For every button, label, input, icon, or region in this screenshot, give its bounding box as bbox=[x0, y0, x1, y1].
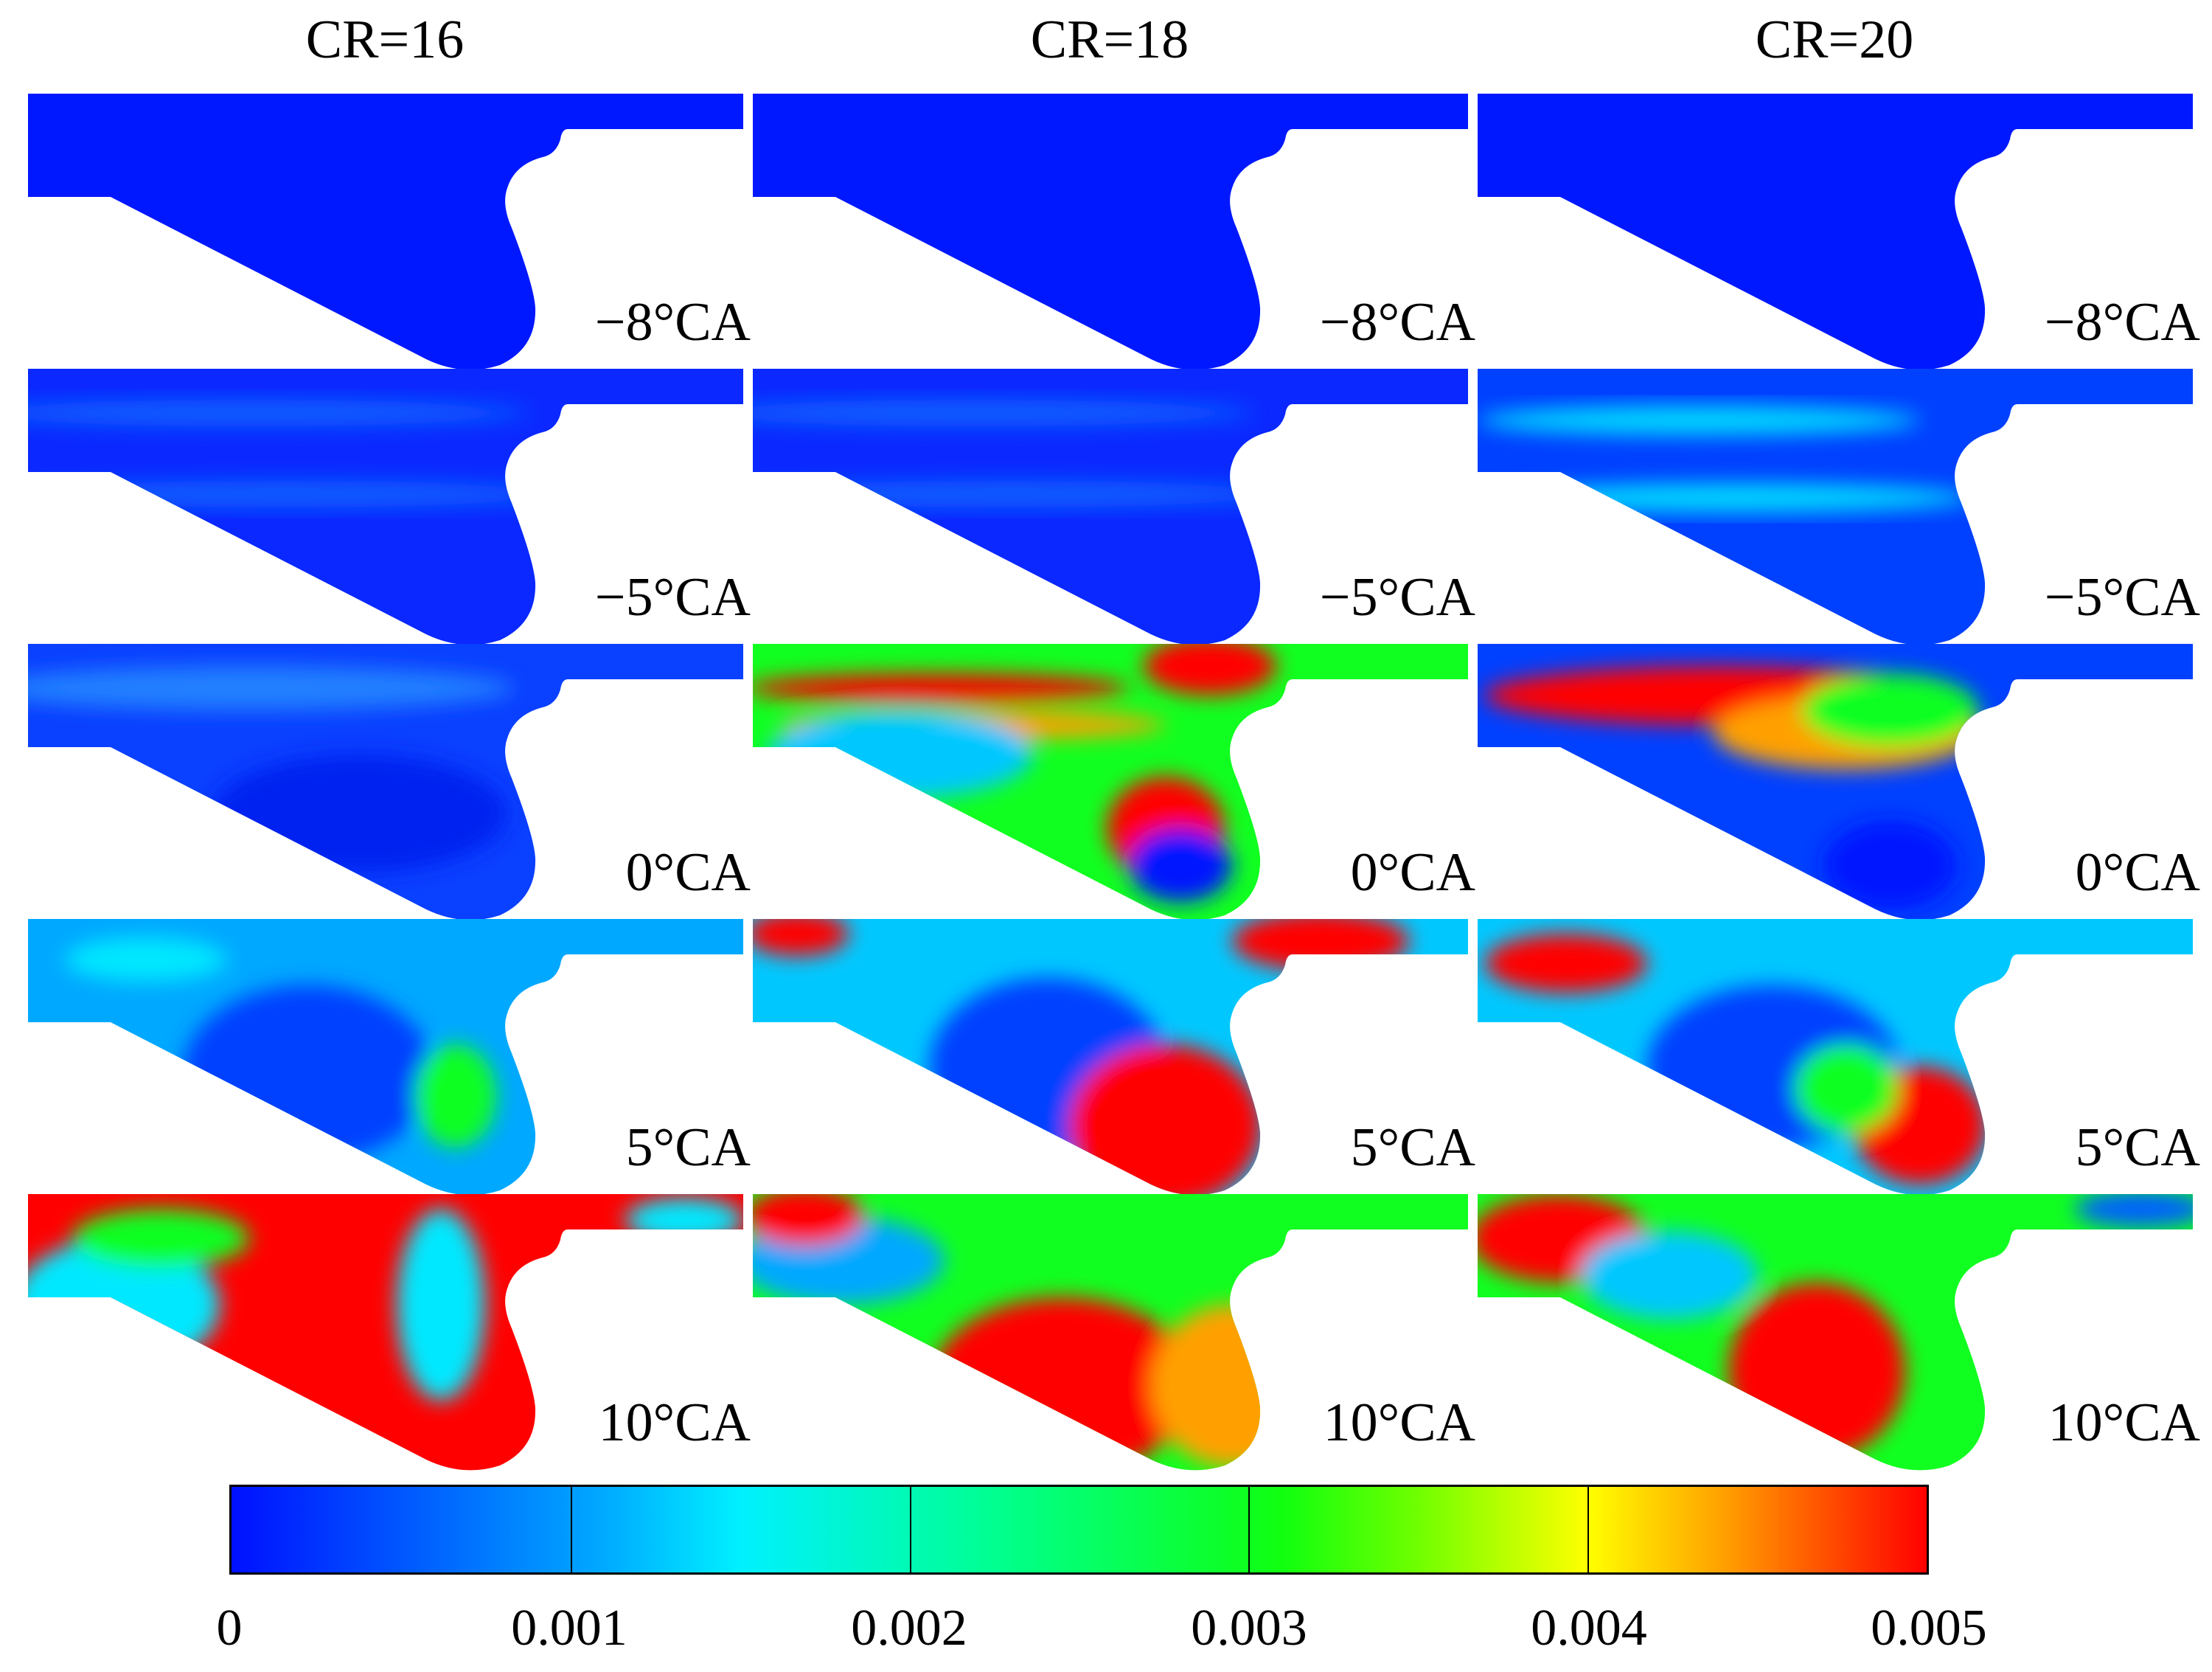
color-scale-bar bbox=[229, 1485, 1929, 1575]
scale-tick-label: 0 bbox=[216, 1600, 243, 1657]
contour-region bbox=[753, 400, 1254, 426]
crank-angle-label: −8°CA bbox=[2044, 292, 2200, 353]
crank-angle-label: −5°CA bbox=[1319, 567, 1475, 628]
contour-region bbox=[1478, 406, 1920, 435]
crank-angle-label: 10°CA bbox=[598, 1392, 751, 1453]
crank-angle-label: 10°CA bbox=[1323, 1392, 1475, 1453]
contour-region bbox=[753, 919, 849, 956]
contour-region bbox=[28, 481, 566, 507]
scale-tick-label: 0.005 bbox=[1871, 1600, 1987, 1657]
contour-region bbox=[28, 400, 529, 426]
crank-angle-label: 10°CA bbox=[2048, 1392, 2200, 1453]
contour-panel bbox=[28, 94, 743, 370]
contour-region bbox=[753, 673, 1129, 703]
color-scale-separator bbox=[1587, 1487, 1589, 1572]
contour-region bbox=[1070, 1044, 1262, 1196]
crank-angle-label: 0°CA bbox=[625, 842, 751, 903]
crank-angle-label: 5°CA bbox=[1350, 1117, 1475, 1178]
contour-panel bbox=[753, 1194, 1468, 1471]
contour-region bbox=[1500, 483, 1972, 513]
scale-tick-label: 0.002 bbox=[851, 1600, 967, 1657]
contour-region bbox=[28, 666, 515, 710]
contour-region bbox=[1144, 644, 1276, 695]
contour-region bbox=[753, 1194, 863, 1246]
contour-region bbox=[183, 985, 434, 1162]
column-title-cr20: CR=20 bbox=[1755, 10, 1914, 70]
column-title-cr16: CR=16 bbox=[305, 10, 465, 70]
color-scale-separator bbox=[571, 1487, 572, 1572]
contour-region bbox=[72, 1209, 249, 1268]
color-scale-separator bbox=[910, 1487, 911, 1572]
contour-panel bbox=[753, 644, 1468, 920]
color-scale-separator bbox=[1248, 1487, 1250, 1572]
contour-region bbox=[625, 1198, 743, 1242]
contour-panel bbox=[1478, 919, 2193, 1196]
contour-panel bbox=[28, 369, 743, 645]
contour-region bbox=[1129, 828, 1232, 902]
contour-panel bbox=[753, 94, 1468, 370]
contour-panel bbox=[753, 369, 1468, 645]
contour-region bbox=[1728, 1283, 1905, 1460]
contour-panel bbox=[753, 919, 1468, 1196]
contour-region bbox=[1824, 821, 1957, 909]
contour-region bbox=[768, 710, 1033, 799]
contour-region bbox=[2075, 1194, 2193, 1227]
contour-region bbox=[415, 1044, 496, 1148]
crank-angle-label: −8°CA bbox=[1319, 292, 1475, 353]
contour-region bbox=[753, 481, 1291, 507]
contour-panel bbox=[1478, 94, 2193, 370]
contour-region bbox=[65, 937, 227, 982]
crank-angle-label: 0°CA bbox=[1350, 842, 1475, 903]
contour-region bbox=[397, 1209, 485, 1401]
contour-region bbox=[1581, 1231, 1758, 1319]
scale-tick-label: 0.003 bbox=[1191, 1600, 1307, 1657]
contour-panel bbox=[28, 1194, 743, 1471]
crank-angle-label: 5°CA bbox=[2075, 1117, 2200, 1178]
contour-region bbox=[1485, 934, 1647, 993]
crank-angle-label: −8°CA bbox=[594, 292, 751, 353]
crank-angle-label: −5°CA bbox=[594, 567, 751, 628]
contour-panel bbox=[1478, 644, 2193, 920]
contour-panel bbox=[1478, 369, 2193, 645]
scale-tick-label: 0.004 bbox=[1531, 1600, 1647, 1657]
crank-angle-label: −5°CA bbox=[2044, 567, 2200, 628]
contour-panel bbox=[28, 919, 743, 1196]
crank-angle-label: 0°CA bbox=[2075, 842, 2200, 903]
contour-panel bbox=[1478, 1194, 2193, 1471]
contour-region bbox=[1795, 1044, 1898, 1133]
crank-angle-label: 5°CA bbox=[625, 1117, 751, 1178]
scale-tick-label: 0.001 bbox=[511, 1600, 627, 1657]
contour-region bbox=[212, 755, 507, 873]
contour-region bbox=[1802, 673, 1979, 747]
contour-panel bbox=[28, 644, 743, 920]
column-title-cr18: CR=18 bbox=[1030, 10, 1189, 70]
